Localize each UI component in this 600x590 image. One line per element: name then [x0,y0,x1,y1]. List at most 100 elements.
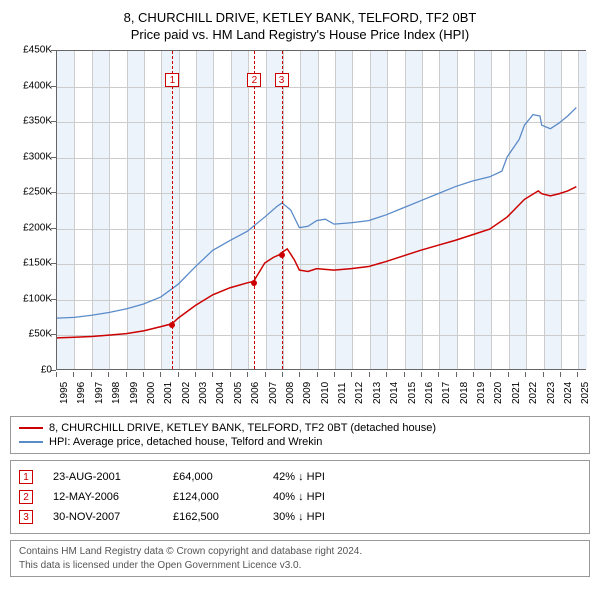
x-tick-label: 2002 [181,382,192,404]
y-tick-label: £100K [23,293,52,304]
x-tick-label: 2015 [407,382,418,404]
x-tick-mark [230,372,231,377]
x-tick-label: 2020 [493,382,504,404]
legend-row: 8, CHURCHILL DRIVE, KETLEY BANK, TELFORD… [19,421,581,435]
event-delta: 30% ↓ HPI [273,511,325,523]
x-tick-label: 2019 [476,382,487,404]
y-tick-label: £150K [23,258,52,269]
attribution-line1: Contains HM Land Registry data © Crown c… [19,545,581,559]
x-tick-label: 2010 [320,382,331,404]
x-tick-mark [351,372,352,377]
chart-container: 8, CHURCHILL DRIVE, KETLEY BANK, TELFORD… [10,10,590,577]
x-tick-mark [73,372,74,377]
x-tick-label: 1996 [76,382,87,404]
event-line [282,51,283,369]
events-table: 123-AUG-2001£64,00042% ↓ HPI212-MAY-2006… [10,460,590,534]
x-tick-mark [108,372,109,377]
x-tick-mark [543,372,544,377]
x-tick-label: 2009 [302,382,313,404]
legend-label: 8, CHURCHILL DRIVE, KETLEY BANK, TELFORD… [49,422,436,434]
attribution: Contains HM Land Registry data © Crown c… [10,540,590,577]
y-tick-label: £350K [23,116,52,127]
event-marker: 2 [247,73,261,87]
x-tick-mark [369,372,370,377]
x-tick-mark [490,372,491,377]
y-tick-label: £0 [41,365,52,376]
x-tick-label: 2007 [268,382,279,404]
x-tick-mark [178,372,179,377]
plot-svg [57,51,585,369]
y-axis: £0£50K£100K£150K£200K£250K£300K£350K£400… [10,50,56,370]
x-tick-mark [525,372,526,377]
event-price: £162,500 [173,511,253,523]
x-tick-mark [404,372,405,377]
x-tick-label: 2003 [198,382,209,404]
x-tick-mark [160,372,161,377]
series-hpi [57,108,576,319]
x-tick-label: 1998 [111,382,122,404]
legend-label: HPI: Average price, detached house, Telf… [49,436,322,448]
y-tick-label: £200K [23,222,52,233]
legend: 8, CHURCHILL DRIVE, KETLEY BANK, TELFORD… [10,416,590,454]
x-tick-mark [299,372,300,377]
x-tick-label: 2022 [528,382,539,404]
x-tick-label: 1997 [94,382,105,404]
plot-wrapper: £0£50K£100K£150K£200K£250K£300K£350K£400… [10,50,590,410]
y-tick-label: £450K [23,45,52,56]
legend-row: HPI: Average price, detached house, Telf… [19,435,581,449]
title-line1: 8, CHURCHILL DRIVE, KETLEY BANK, TELFORD… [10,10,590,25]
attribution-line2: This data is licensed under the Open Gov… [19,559,581,573]
y-tick-label: £300K [23,151,52,162]
x-tick-mark [212,372,213,377]
event-date: 30-NOV-2007 [53,511,153,523]
data-point [169,322,175,328]
x-tick-label: 2024 [563,382,574,404]
x-tick-mark [508,372,509,377]
event-marker-box: 3 [19,510,33,524]
event-delta: 40% ↓ HPI [273,491,325,503]
event-row: 123-AUG-2001£64,00042% ↓ HPI [19,467,581,487]
event-date: 12-MAY-2006 [53,491,153,503]
x-tick-mark [456,372,457,377]
x-tick-label: 2008 [285,382,296,404]
y-tick-label: £400K [23,80,52,91]
title-line2: Price paid vs. HM Land Registry's House … [10,27,590,42]
x-tick-mark [282,372,283,377]
x-tick-label: 1999 [129,382,140,404]
x-tick-label: 2018 [459,382,470,404]
event-price: £64,000 [173,471,253,483]
x-tick-mark [438,372,439,377]
x-tick-label: 2006 [250,382,261,404]
x-tick-label: 2001 [163,382,174,404]
x-axis: 1995 1996 1997 1998 1999 2000 2001 2002 2003 2004… [56,372,586,410]
x-tick-label: 2000 [146,382,157,404]
x-tick-mark [126,372,127,377]
x-tick-mark [265,372,266,377]
data-point [279,252,285,258]
x-tick-label: 2014 [389,382,400,404]
x-tick-mark [247,372,248,377]
x-tick-label: 2021 [511,382,522,404]
x-tick-mark [195,372,196,377]
event-marker-box: 2 [19,490,33,504]
event-date: 23-AUG-2001 [53,471,153,483]
x-tick-mark [386,372,387,377]
x-tick-mark [334,372,335,377]
x-tick-mark [421,372,422,377]
x-tick-mark [577,372,578,377]
legend-swatch [19,441,43,443]
event-row: 3 30-NOV-2007 £162,500 30% ↓ HPI [19,507,581,527]
plot-area: 1 23 [56,50,586,370]
y-tick-label: £50K [29,329,52,340]
x-tick-mark [560,372,561,377]
event-line [172,51,173,369]
legend-swatch [19,427,43,429]
event-marker: 3 [275,73,289,87]
x-tick-label: 2004 [215,382,226,404]
x-tick-label: 1995 [59,382,70,404]
x-tick-mark [56,372,57,377]
x-tick-label: 2017 [441,382,452,404]
x-tick-mark [473,372,474,377]
event-marker: 1 [165,73,179,87]
x-tick-mark [317,372,318,377]
